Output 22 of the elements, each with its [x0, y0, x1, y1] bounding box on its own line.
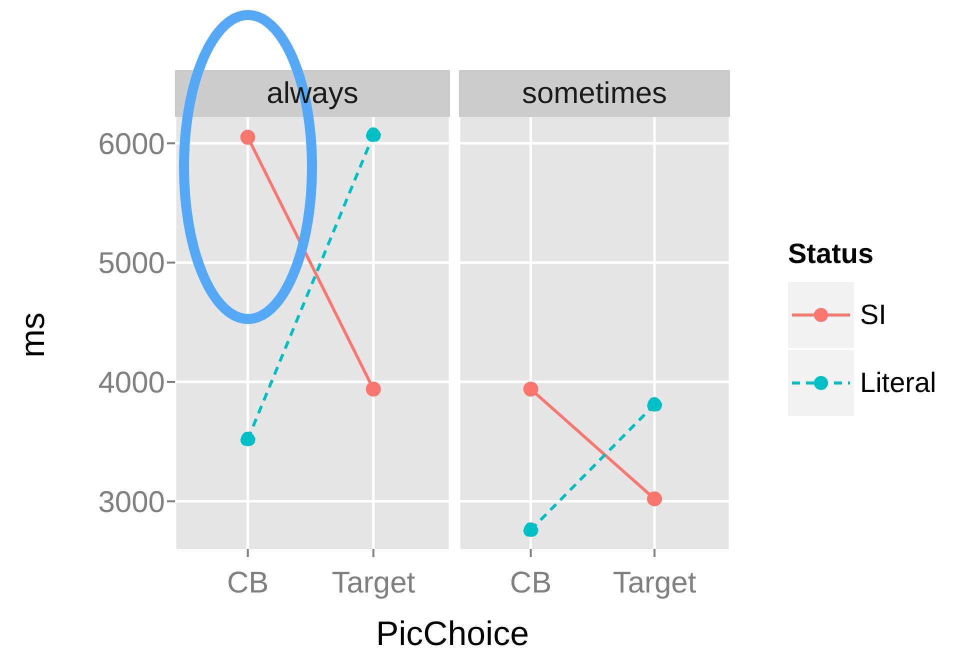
legend-label: SI	[860, 299, 886, 331]
x-tick-label: Target	[612, 566, 697, 600]
point	[523, 522, 538, 538]
point	[647, 491, 662, 506]
point	[240, 432, 256, 447]
point	[647, 397, 662, 412]
x-tick-label: CB	[510, 566, 552, 600]
y-tick-label: 6000	[98, 128, 165, 161]
chart-title: sometimes	[459, 70, 730, 117]
y-tick-label: 4000	[98, 366, 165, 400]
point	[240, 130, 256, 145]
x-axis-title: PicChoice	[374, 615, 530, 654]
point	[366, 382, 381, 397]
legend-title: Status	[788, 238, 875, 270]
y-tick-label: 5000	[98, 247, 165, 280]
point	[523, 382, 538, 397]
y-tick-label: 3000	[98, 486, 165, 519]
legend-label: Literal	[860, 367, 936, 399]
x-tick-label: CB	[226, 566, 269, 600]
x-tick-label: Target	[332, 566, 416, 600]
y-axis-title: ms	[12, 311, 52, 360]
point	[366, 127, 381, 142]
